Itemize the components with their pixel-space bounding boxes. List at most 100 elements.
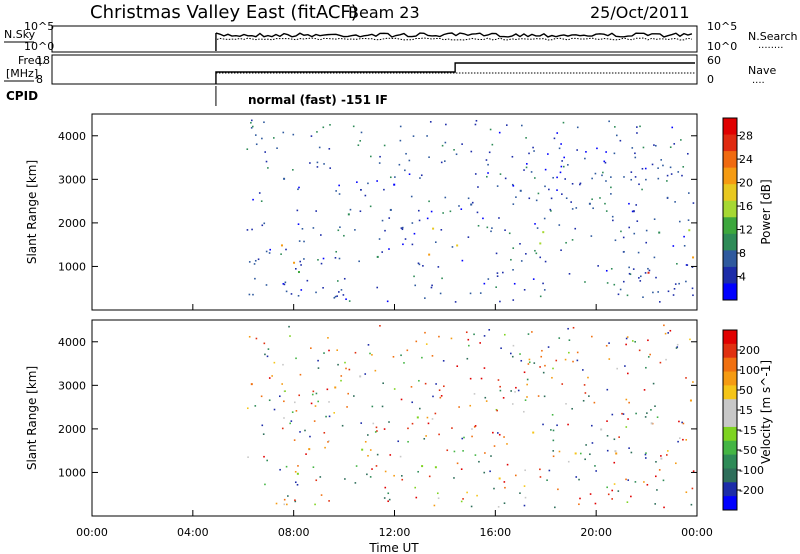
scatter-pixel (644, 457, 647, 459)
scatter-pixel (360, 189, 362, 191)
scatter-pixel (534, 177, 536, 179)
scatter-pixel (251, 125, 254, 128)
scatter-pixel (517, 389, 520, 392)
scatter-pixel (449, 210, 452, 213)
heatmap-band-5 (361, 448, 364, 451)
scatter-pixel (383, 497, 386, 499)
scatter-pixel (605, 180, 607, 182)
scatter-pixel (265, 284, 268, 286)
scatter-pixel (510, 258, 512, 261)
scatter-pixel (386, 300, 389, 303)
scatter-pixel (419, 177, 421, 179)
scatter-pixel (417, 209, 420, 212)
heatmap-band-11 (470, 189, 635, 213)
scatter-pixel (338, 291, 340, 293)
band-pixel (361, 448, 364, 451)
scatter-pixel (548, 469, 551, 472)
scatter-pixel (268, 377, 271, 379)
freq-label: Freq. (18, 54, 45, 67)
scatter-pixel (305, 453, 307, 455)
colorbar-swatch (723, 167, 737, 185)
scatter-pixel (322, 257, 325, 260)
scatter-pixel (496, 185, 499, 187)
scatter-pixel (401, 228, 404, 231)
scatter-pixel (692, 294, 694, 297)
scatter-pixel (567, 460, 570, 463)
scatter-pixel (653, 256, 656, 259)
band-pixel (428, 253, 431, 256)
scatter-pixel (550, 210, 552, 212)
scatter-pixel (655, 276, 657, 279)
scatter-pixel (438, 389, 441, 392)
scatter-pixel (497, 379, 500, 381)
scatter-pixel (571, 208, 574, 210)
scatter-pixel (664, 332, 667, 335)
scatter-pixel (613, 152, 616, 155)
scatter-pixel (667, 332, 670, 334)
scatter-pixel (474, 425, 477, 427)
scatter-pixel (476, 211, 479, 214)
scatter-pixel (571, 407, 573, 410)
scatter-pixel (487, 278, 490, 280)
scatter-pixel (515, 196, 517, 198)
scatter-pixel (279, 468, 281, 471)
scatter-pixel (520, 260, 523, 262)
scatter-pixel (621, 412, 623, 415)
scatter-pixel (525, 253, 527, 255)
scatter-pixel (266, 355, 269, 358)
nsky-panel: N.Sky 10^5 10^0 10^5 10^0 N.Search .....… (4, 20, 798, 53)
scatter-pixel (267, 348, 270, 350)
scatter-pixel (667, 450, 669, 452)
band-pixel (615, 452, 618, 455)
scatter-pixel (641, 167, 644, 170)
scatter-pixel (692, 202, 695, 204)
scatter-pixel (686, 264, 689, 266)
scatter-pixel (614, 239, 617, 242)
colorbar-swatch (723, 118, 737, 136)
scatter-pixel (384, 229, 386, 232)
scatter-pixel (634, 176, 637, 178)
scatter-pixel (627, 418, 629, 420)
colorbar-tick-label: -100 (739, 464, 764, 477)
scatter-pixel (264, 353, 266, 356)
scatter-pixel (381, 251, 384, 253)
scatter-pixel (595, 470, 597, 472)
scatter-pixel (534, 249, 536, 252)
scatter-pixel (652, 291, 654, 294)
colorbar-swatch (723, 426, 737, 442)
scatter-pixel (410, 195, 413, 198)
scatter-pixel (682, 422, 685, 425)
scatter-pixel (408, 159, 411, 162)
scatter-pixel (369, 449, 372, 451)
scatter-pixel (369, 476, 372, 478)
date-label: 25/Oct/2011 (590, 3, 690, 22)
scatter-pixel (558, 224, 561, 226)
band-pixel (456, 244, 459, 247)
scatter-pixel (326, 388, 329, 391)
scatter-pixel (323, 163, 325, 165)
scatter-pixel (342, 294, 345, 296)
scatter-pixel (400, 475, 403, 477)
scatter-pixel (560, 249, 562, 252)
scatter-pixel (651, 163, 654, 166)
freq-tick-bottom: 8 (36, 73, 43, 86)
scatter-pixel (576, 149, 578, 151)
scatter-pixel (306, 279, 309, 282)
scatter-pixel (565, 402, 567, 405)
scatter-pixel (388, 498, 391, 501)
band-pixel (296, 472, 299, 475)
scatter-pixel (622, 280, 625, 283)
scatter-pixel (511, 355, 514, 358)
freq-unit-label: [MHz] (6, 67, 38, 80)
scatter-pixel (310, 402, 313, 405)
scatter-pixel (461, 259, 464, 262)
scatter-pixel (436, 492, 439, 495)
scatter-pixel (607, 493, 610, 496)
scatter-pixel (263, 455, 265, 458)
scatter-pixel (280, 253, 282, 255)
scatter-pixel (438, 433, 440, 436)
colorbar-tick-label: 12 (739, 224, 753, 237)
scatter-pixel (560, 143, 562, 145)
scatter-pixel (399, 125, 402, 128)
scatter-pixel (345, 298, 347, 301)
